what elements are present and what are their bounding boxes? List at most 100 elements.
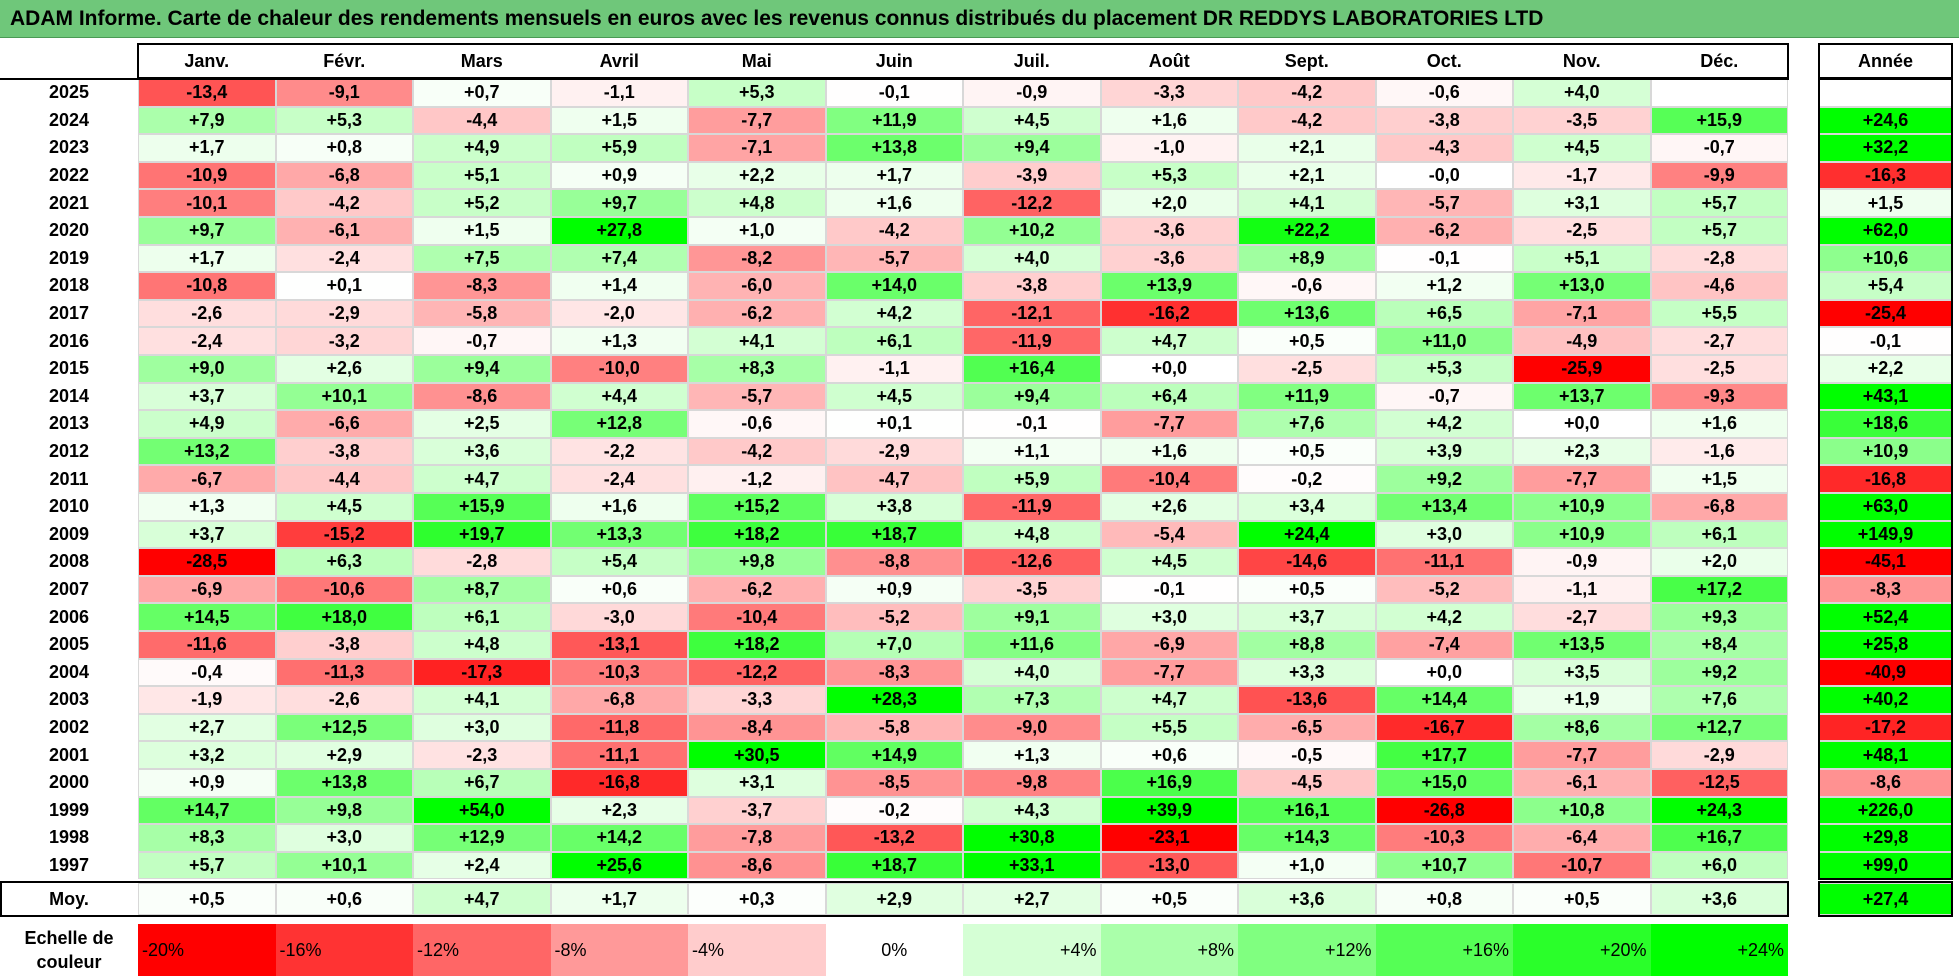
heatmap-cell: -1,2 — [688, 465, 826, 493]
heatmap-cell: +30,8 — [963, 824, 1101, 852]
heatmap-cell: -11,6 — [138, 631, 276, 659]
year-label: 2004 — [48, 661, 90, 682]
annual-cell: -25,4 — [1819, 299, 1952, 328]
heatmap-cell: +14,4 — [1375, 686, 1513, 714]
heatmap-cell: -17,3 — [413, 658, 551, 687]
heatmap-cell: +3,0 — [1375, 520, 1513, 549]
heatmap-cell: +3,0 — [413, 713, 551, 742]
heatmap-cell: -4,5 — [1238, 769, 1376, 797]
heatmap-cell: -6,1 — [1513, 769, 1651, 797]
year-label: 1998 — [48, 827, 90, 848]
heatmap-cell: -2,6 — [275, 686, 413, 714]
year-label: 2018 — [48, 275, 90, 296]
heatmap-cell: +1,5 — [413, 217, 551, 245]
year-label: 2021 — [48, 192, 90, 213]
heatmap-cell: +5,3 — [688, 79, 826, 107]
heatmap-cell: +5,3 — [1375, 355, 1513, 383]
heatmap-cell: +3,8 — [825, 493, 963, 521]
month-header: Sept. — [1284, 50, 1329, 71]
annual-cell: +25,8 — [1819, 631, 1952, 659]
heatmap-cell: +16,1 — [1238, 796, 1376, 825]
heatmap-cell: +4,5 — [963, 106, 1101, 135]
heatmap-cell: -7,7 — [688, 106, 826, 135]
heatmap-cell: +3,1 — [688, 769, 826, 797]
heatmap-cell: -3,3 — [688, 686, 826, 714]
heatmap-cell: +4,4 — [550, 382, 688, 411]
heatmap-cell: +27,8 — [550, 217, 688, 245]
heatmap-cell: -9,3 — [1650, 382, 1788, 411]
heatmap-cell: -4,2 — [688, 437, 826, 466]
heatmap-cell: +0,0 — [1100, 355, 1238, 383]
heatmap-cell: +0,1 — [825, 410, 963, 438]
heatmap-cell: -7,1 — [688, 134, 826, 162]
heatmap-cell: +8,3 — [688, 355, 826, 383]
heatmap-cell: +7,0 — [825, 631, 963, 659]
year-label: 2002 — [48, 717, 90, 738]
heatmap-cell: -6,9 — [138, 575, 276, 604]
year-label: 2014 — [48, 385, 90, 406]
heatmap-cell: +8,8 — [1238, 631, 1376, 659]
heatmap-cell: -4,4 — [275, 465, 413, 493]
heatmap-cell: +13,8 — [275, 769, 413, 797]
annual-cell: -8,6 — [1819, 769, 1952, 797]
heatmap-cell: -16,8 — [550, 769, 688, 797]
heatmap-cell: -2,8 — [413, 548, 551, 576]
average-cell: +2,7 — [963, 883, 1101, 916]
heatmap-cell: +9,0 — [138, 355, 276, 383]
heatmap-cell: +14,7 — [138, 796, 276, 825]
heatmap-cell: +1,6 — [550, 493, 688, 521]
heatmap-cell: +1,7 — [138, 244, 276, 273]
heatmap-cell: -2,2 — [550, 437, 688, 466]
heatmap-cell: +1,0 — [688, 217, 826, 245]
heatmap-cell: -11,1 — [550, 741, 688, 769]
heatmap-cell: +10,8 — [1513, 796, 1651, 825]
annual-cell: +29,8 — [1819, 824, 1952, 852]
heatmap-cell: -7,7 — [1100, 658, 1238, 687]
average-cell: +2,9 — [825, 883, 963, 916]
heatmap-cell: -10,4 — [1100, 465, 1238, 493]
heatmap-cell: +0,7 — [413, 79, 551, 107]
month-header: Mars — [460, 50, 503, 71]
average-cell: +1,7 — [550, 883, 688, 916]
heatmap-cell: -3,8 — [275, 437, 413, 466]
heatmap-cell: -11,8 — [550, 713, 688, 742]
heatmap-cell: +18,2 — [688, 520, 826, 549]
heatmap-cell: +4,1 — [688, 327, 826, 355]
heatmap-cell: +1,2 — [1375, 272, 1513, 300]
year-label: 1997 — [48, 855, 90, 876]
heatmap-cell: -7,8 — [688, 824, 826, 852]
average-cell: +0,3 — [688, 883, 826, 916]
heatmap-cell: -6,2 — [688, 299, 826, 328]
heatmap-cell: -15,2 — [275, 520, 413, 549]
year-label: 1999 — [48, 799, 90, 820]
heatmap-cell: +11,9 — [825, 106, 963, 135]
month-header: Févr. — [323, 50, 366, 71]
annual-cell: +63,0 — [1819, 493, 1952, 521]
month-header: Oct. — [1426, 50, 1462, 71]
heatmap-cell: +13,4 — [1375, 493, 1513, 521]
heatmap-cell: +4,7 — [413, 465, 551, 493]
heatmap-cell: -8,3 — [413, 272, 551, 300]
heatmap-cell: +1,0 — [1238, 851, 1376, 880]
heatmap-cell: -3,8 — [963, 272, 1101, 300]
heatmap-cell: +16,7 — [1650, 824, 1788, 852]
heatmap-cell: +5,7 — [1650, 189, 1788, 217]
year-label: 2000 — [48, 772, 90, 793]
year-label: 2006 — [48, 606, 90, 627]
heatmap-cell: -6,0 — [688, 272, 826, 300]
heatmap-cell: +7,5 — [413, 244, 551, 273]
heatmap-cell: +22,2 — [1238, 217, 1376, 245]
heatmap-cell: -5,7 — [825, 244, 963, 273]
heatmap-cell: -23,1 — [1100, 824, 1238, 852]
heatmap-cell: -0,2 — [1238, 465, 1376, 493]
heatmap-cell: -0,4 — [138, 658, 276, 687]
year-label: 2013 — [48, 413, 90, 434]
heatmap-cell: -10,9 — [138, 161, 276, 190]
average-cell: +3,6 — [1650, 883, 1788, 916]
heatmap-cell: -0,7 — [1375, 382, 1513, 411]
heatmap-cell: +4,2 — [1375, 410, 1513, 438]
year-label: 2010 — [48, 496, 90, 517]
year-label: 2005 — [48, 634, 90, 655]
heatmap-cell: +28,3 — [825, 686, 963, 714]
annual-cell: -8,3 — [1819, 575, 1952, 604]
